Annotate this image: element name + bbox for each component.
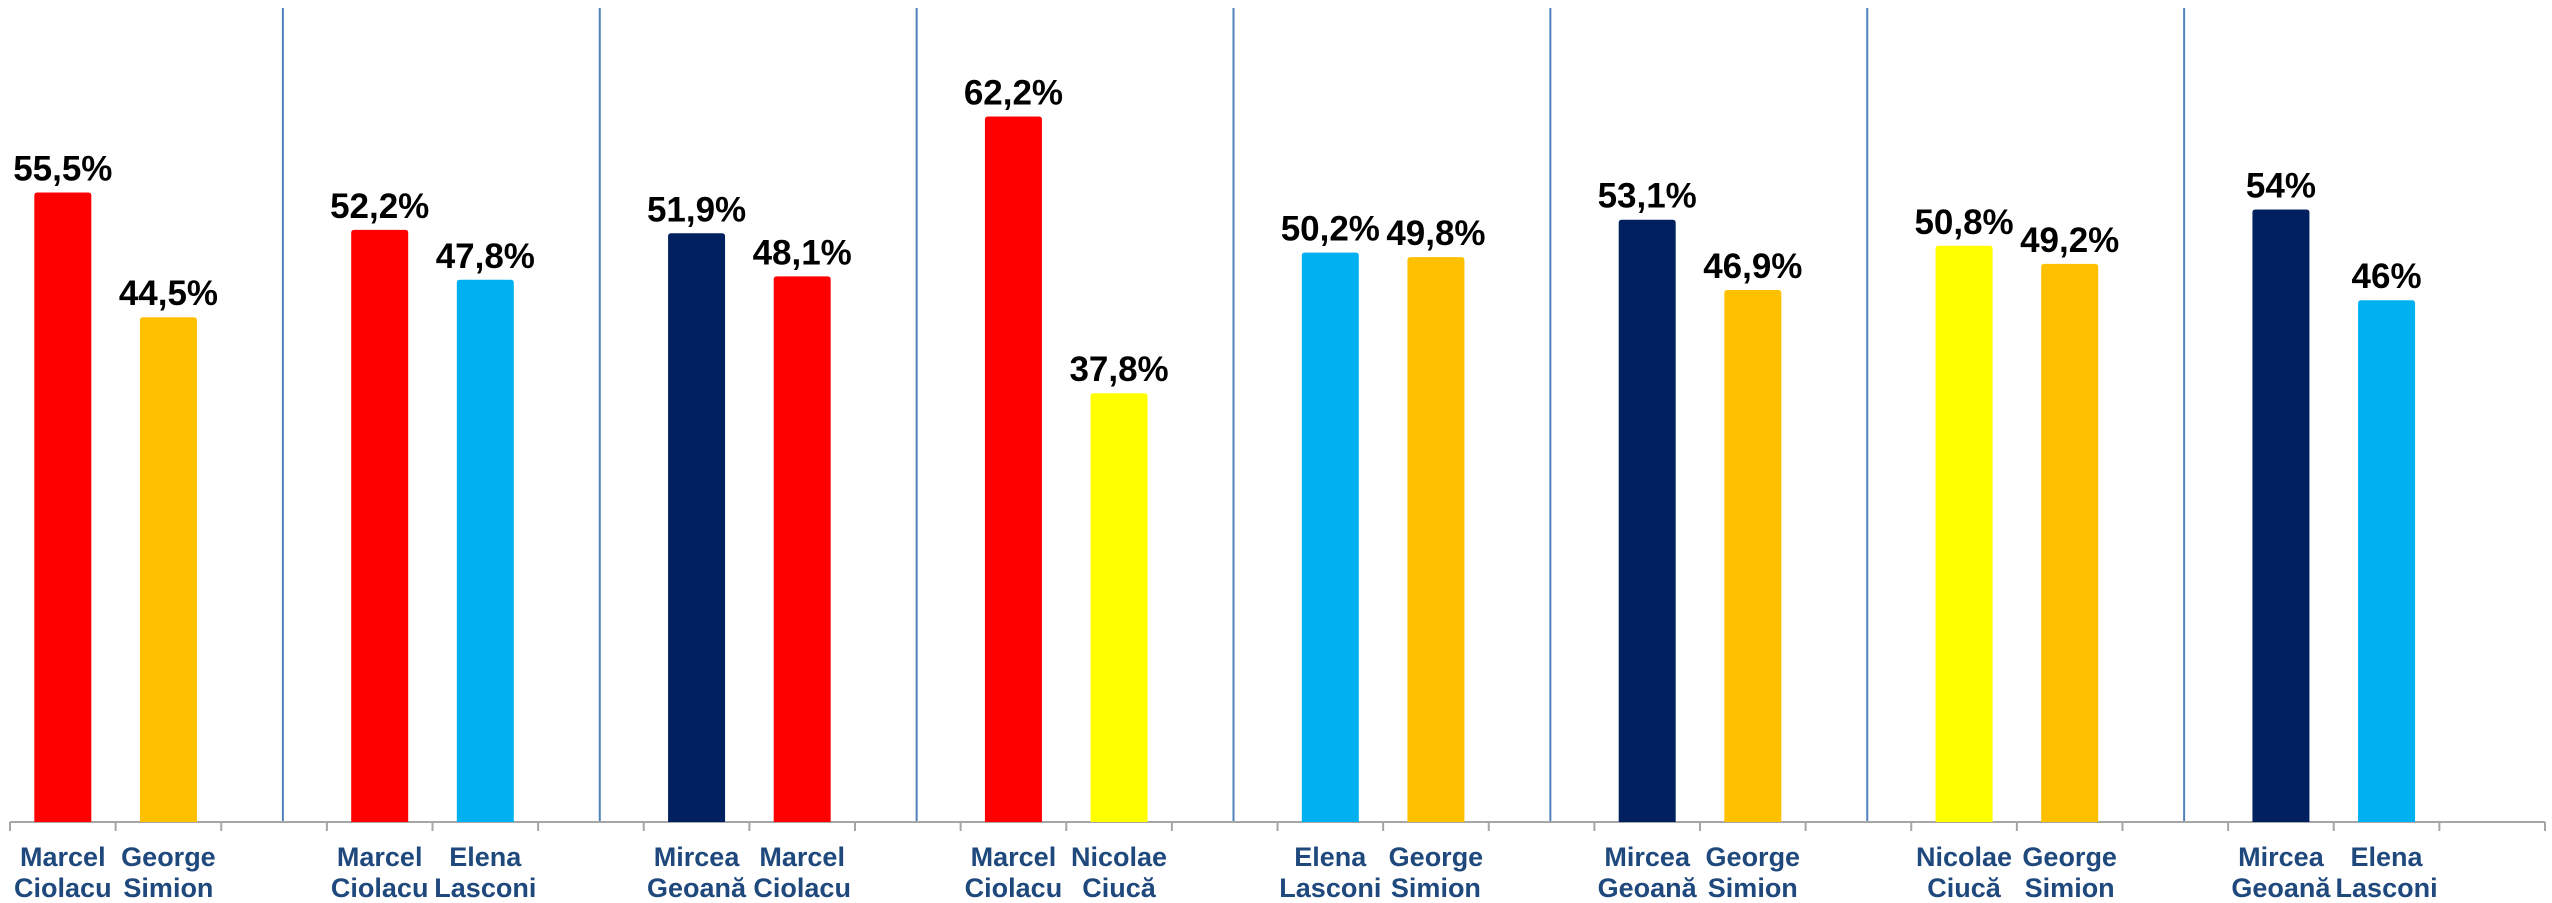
category-label: Lasconi [2336, 873, 2438, 903]
bar [351, 229, 409, 823]
category-label: Marcel [759, 842, 845, 872]
category-label: Mircea [2238, 842, 2325, 872]
category-label: Simion [1391, 873, 1481, 903]
category-label: Geoană [1598, 873, 1698, 903]
category-label: Geoană [2231, 873, 2331, 903]
category-label: Elena [449, 842, 522, 872]
bar [2358, 300, 2416, 822]
data-label: 51,9% [647, 190, 746, 229]
category-label: Marcel [337, 842, 423, 872]
category-label: Ciolacu [965, 873, 1063, 903]
data-label: 48,1% [753, 233, 852, 272]
bar [773, 276, 831, 822]
category-label: George [121, 842, 216, 872]
category-label: Mircea [654, 842, 741, 872]
data-label: 62,2% [964, 73, 1063, 112]
category-label: Simion [123, 873, 213, 903]
category-label: Ciucă [1927, 873, 2002, 903]
bar [1090, 393, 1148, 822]
category-label: Elena [1294, 842, 1367, 872]
bar [1724, 290, 1782, 822]
category-label: Mircea [1604, 842, 1691, 872]
bar [34, 192, 92, 822]
data-label: 54% [2246, 166, 2316, 205]
category-label: George [1706, 842, 1801, 872]
bar [1301, 252, 1359, 823]
category-label: George [2022, 842, 2117, 872]
category-label: Simion [1708, 873, 1798, 903]
category-label: Ciolacu [753, 873, 851, 903]
category-label: Marcel [20, 842, 106, 872]
data-label: 49,8% [1386, 214, 1485, 253]
data-label: 50,2% [1281, 210, 1380, 249]
category-label: George [1389, 842, 1484, 872]
bar [668, 233, 726, 822]
category-label: Geoană [647, 873, 747, 903]
bar [139, 317, 197, 822]
data-label: 49,2% [2020, 221, 2119, 260]
bar [1407, 257, 1465, 822]
data-label: 55,5% [13, 149, 112, 188]
bar [1618, 219, 1676, 823]
bar [2252, 209, 2310, 822]
data-label: 47,8% [436, 237, 535, 276]
category-label: Elena [2351, 842, 2424, 872]
data-label: 52,2% [330, 187, 429, 226]
data-label: 37,8% [1069, 350, 1168, 389]
bar [456, 279, 514, 823]
data-label: 46% [2352, 257, 2422, 296]
data-label: 53,1% [1598, 177, 1697, 216]
category-label: Simion [2025, 873, 2115, 903]
data-label: 50,8% [1914, 203, 2013, 242]
bar [1935, 245, 1993, 823]
data-label: 46,9% [1703, 247, 1802, 286]
data-label: 44,5% [119, 274, 218, 313]
category-label: Marcel [971, 842, 1057, 872]
category-label: Lasconi [434, 873, 536, 903]
category-label: Ciolacu [14, 873, 112, 903]
category-label: Nicolae [1916, 842, 2012, 872]
category-label: Lasconi [1279, 873, 1381, 903]
category-label: Ciolacu [331, 873, 429, 903]
category-label: Ciucă [1082, 873, 1157, 903]
category-label: Nicolae [1071, 842, 1167, 872]
bar [2041, 263, 2099, 823]
bar [984, 116, 1042, 822]
